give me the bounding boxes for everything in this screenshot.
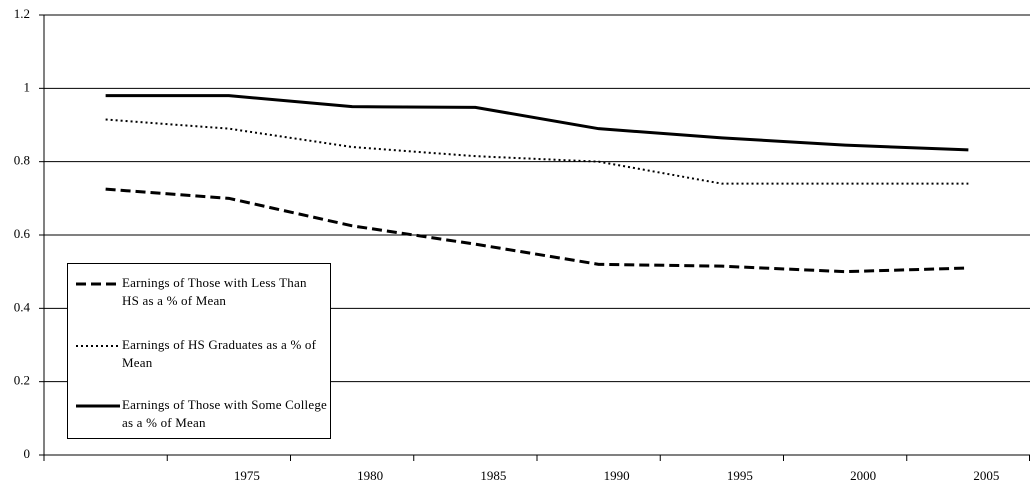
line-series: [105, 94, 969, 152]
x-tick-label: 1995: [727, 468, 753, 483]
y-tick-label: 0.6: [14, 226, 31, 241]
x-tick-label: 1990: [604, 468, 630, 483]
legend-swatch: [76, 404, 120, 408]
x-tick-label: 2005: [973, 468, 999, 483]
legend-entry: Earnings of HS Graduates as a % of Mean: [74, 336, 327, 372]
legend-label: Earnings of Those with Some College as a…: [122, 397, 327, 430]
y-tick-label: 0.2: [14, 373, 30, 388]
x-tick-label: 1980: [357, 468, 383, 483]
y-tick-label: 1: [24, 79, 31, 94]
legend-entry: Earnings of Those with Some College as a…: [74, 396, 327, 432]
y-tick-label: 0: [24, 446, 31, 461]
legend-swatch: [76, 345, 120, 347]
x-tick-label: 2000: [850, 468, 876, 483]
y-tick-label: 0.8: [14, 153, 30, 168]
x-tick-label: 1985: [480, 468, 506, 483]
x-tick-label: 1975: [234, 468, 260, 483]
legend-label: Earnings of HS Graduates as a % of Mean: [122, 337, 317, 370]
y-tick-label: 1.2: [14, 6, 30, 21]
line-series: [105, 118, 969, 185]
y-tick-label: 0.4: [14, 299, 31, 314]
legend-entry: Earnings of Those with Less Than HS as a…: [74, 274, 327, 310]
legend: Earnings of Those with Less Than HS as a…: [67, 263, 331, 439]
legend-swatch: [76, 282, 120, 286]
legend-label: Earnings of Those with Less Than HS as a…: [122, 275, 307, 308]
line-series: [105, 187, 969, 274]
